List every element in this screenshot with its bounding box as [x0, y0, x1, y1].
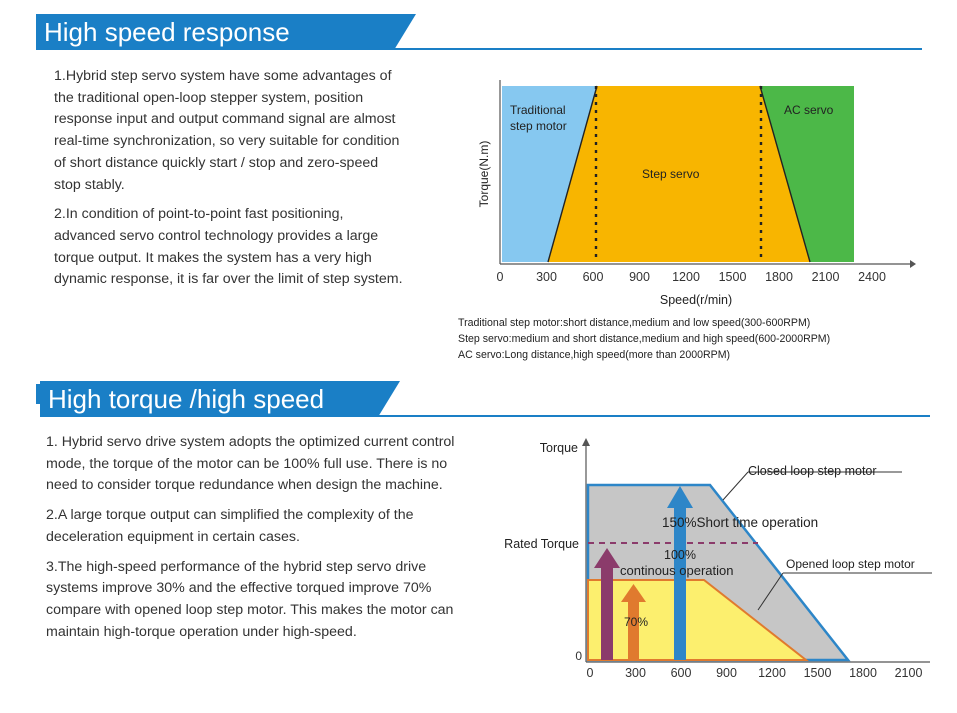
section1-title: High speed response — [36, 14, 416, 50]
label-step-servo: Step servo — [642, 167, 700, 181]
label-traditional-2: step motor — [510, 119, 567, 133]
region-step-servo — [548, 86, 810, 262]
x-tick-label: 0 — [497, 270, 504, 284]
chart1-notes: Traditional step motor:short distance,me… — [458, 315, 830, 363]
chart2-y-label: Torque — [540, 441, 578, 455]
x-tick-label: 300 — [536, 270, 557, 284]
section1-paragraph-1: 1.Hybrid step servo system have some adv… — [54, 68, 400, 193]
section2-paragraph-2: 2.A large torque output can simplified t… — [46, 507, 414, 545]
x-tick-label: 600 — [583, 270, 604, 284]
x-tick-label: 2400 — [858, 270, 886, 284]
x-tick-label: 1200 — [672, 270, 700, 284]
label-ac-servo: AC servo — [784, 103, 834, 117]
section1-rule — [36, 48, 922, 50]
section1-text: 1.Hybrid step servo system have some adv… — [54, 66, 406, 299]
x-tick-label: 600 — [671, 666, 692, 680]
short-time-label: 150%Short time operation — [662, 515, 818, 530]
x-tick-label: 900 — [716, 666, 737, 680]
x-tick-label: 1200 — [758, 666, 786, 680]
x-tick-label: 0 — [587, 666, 594, 680]
chart1-x-label: Speed(r/min) — [660, 293, 732, 307]
chart1-x-ticks: 0 300 600 900 1200 1500 1800 2100 2400 — [497, 270, 886, 284]
section2-accent — [36, 384, 40, 404]
x-tick-label: 300 — [625, 666, 646, 680]
section1-paragraph-2: 2.In condition of point-to-point fast po… — [54, 206, 403, 288]
arrow-orange — [621, 584, 646, 660]
chart2-y-arrow — [582, 438, 590, 446]
chart2-zero: 0 — [575, 649, 582, 663]
label-traditional-1: Traditional — [510, 103, 566, 117]
continuous-label-1: 100% — [664, 548, 696, 562]
speed-response-chart: Traditional step motor Step servo AC ser… — [477, 80, 916, 307]
section2-paragraph-1: 1. Hybrid servo drive system adopts the … — [46, 434, 455, 494]
x-tick-label: 1800 — [765, 270, 793, 284]
note-traditional: Traditional step motor:short distance,me… — [458, 317, 811, 329]
x-tick-label: 1500 — [719, 270, 747, 284]
chart2-x-ticks: 0 300 600 900 1200 1500 1800 2100 — [587, 666, 923, 680]
section2-title: High torque /high speed — [40, 381, 400, 417]
closed-loop-label: Closed loop step motor — [748, 464, 877, 478]
chart1-y-label: Torque(N.m) — [477, 141, 491, 208]
x-tick-label: 900 — [629, 270, 650, 284]
opened-loop-label: Opened loop step motor — [786, 557, 915, 571]
pct70-label: 70% — [624, 615, 648, 629]
continuous-label-2: continous operation — [620, 563, 733, 578]
note-step-servo: Step servo:medium and short distance,med… — [458, 333, 831, 345]
x-tick-label: 2100 — [895, 666, 923, 680]
arrow-blue — [667, 486, 693, 660]
section2-rule — [40, 415, 930, 417]
chart1-x-arrow — [910, 260, 916, 268]
x-tick-label: 1800 — [849, 666, 877, 680]
x-tick-label: 2100 — [812, 270, 840, 284]
x-tick-label: 1500 — [804, 666, 832, 680]
arrow-purple — [594, 548, 620, 660]
torque-speed-chart: Torque Rated Torque 0 Closed loop step m… — [504, 438, 932, 680]
section2-text: 1. Hybrid servo drive system adopts the … — [46, 432, 476, 651]
note-ac-servo: AC servo:Long distance,high speed(more t… — [458, 349, 731, 361]
rated-torque-label: Rated Torque — [504, 537, 579, 551]
section2-paragraph-3: 3.The high-speed performance of the hybr… — [46, 558, 454, 640]
